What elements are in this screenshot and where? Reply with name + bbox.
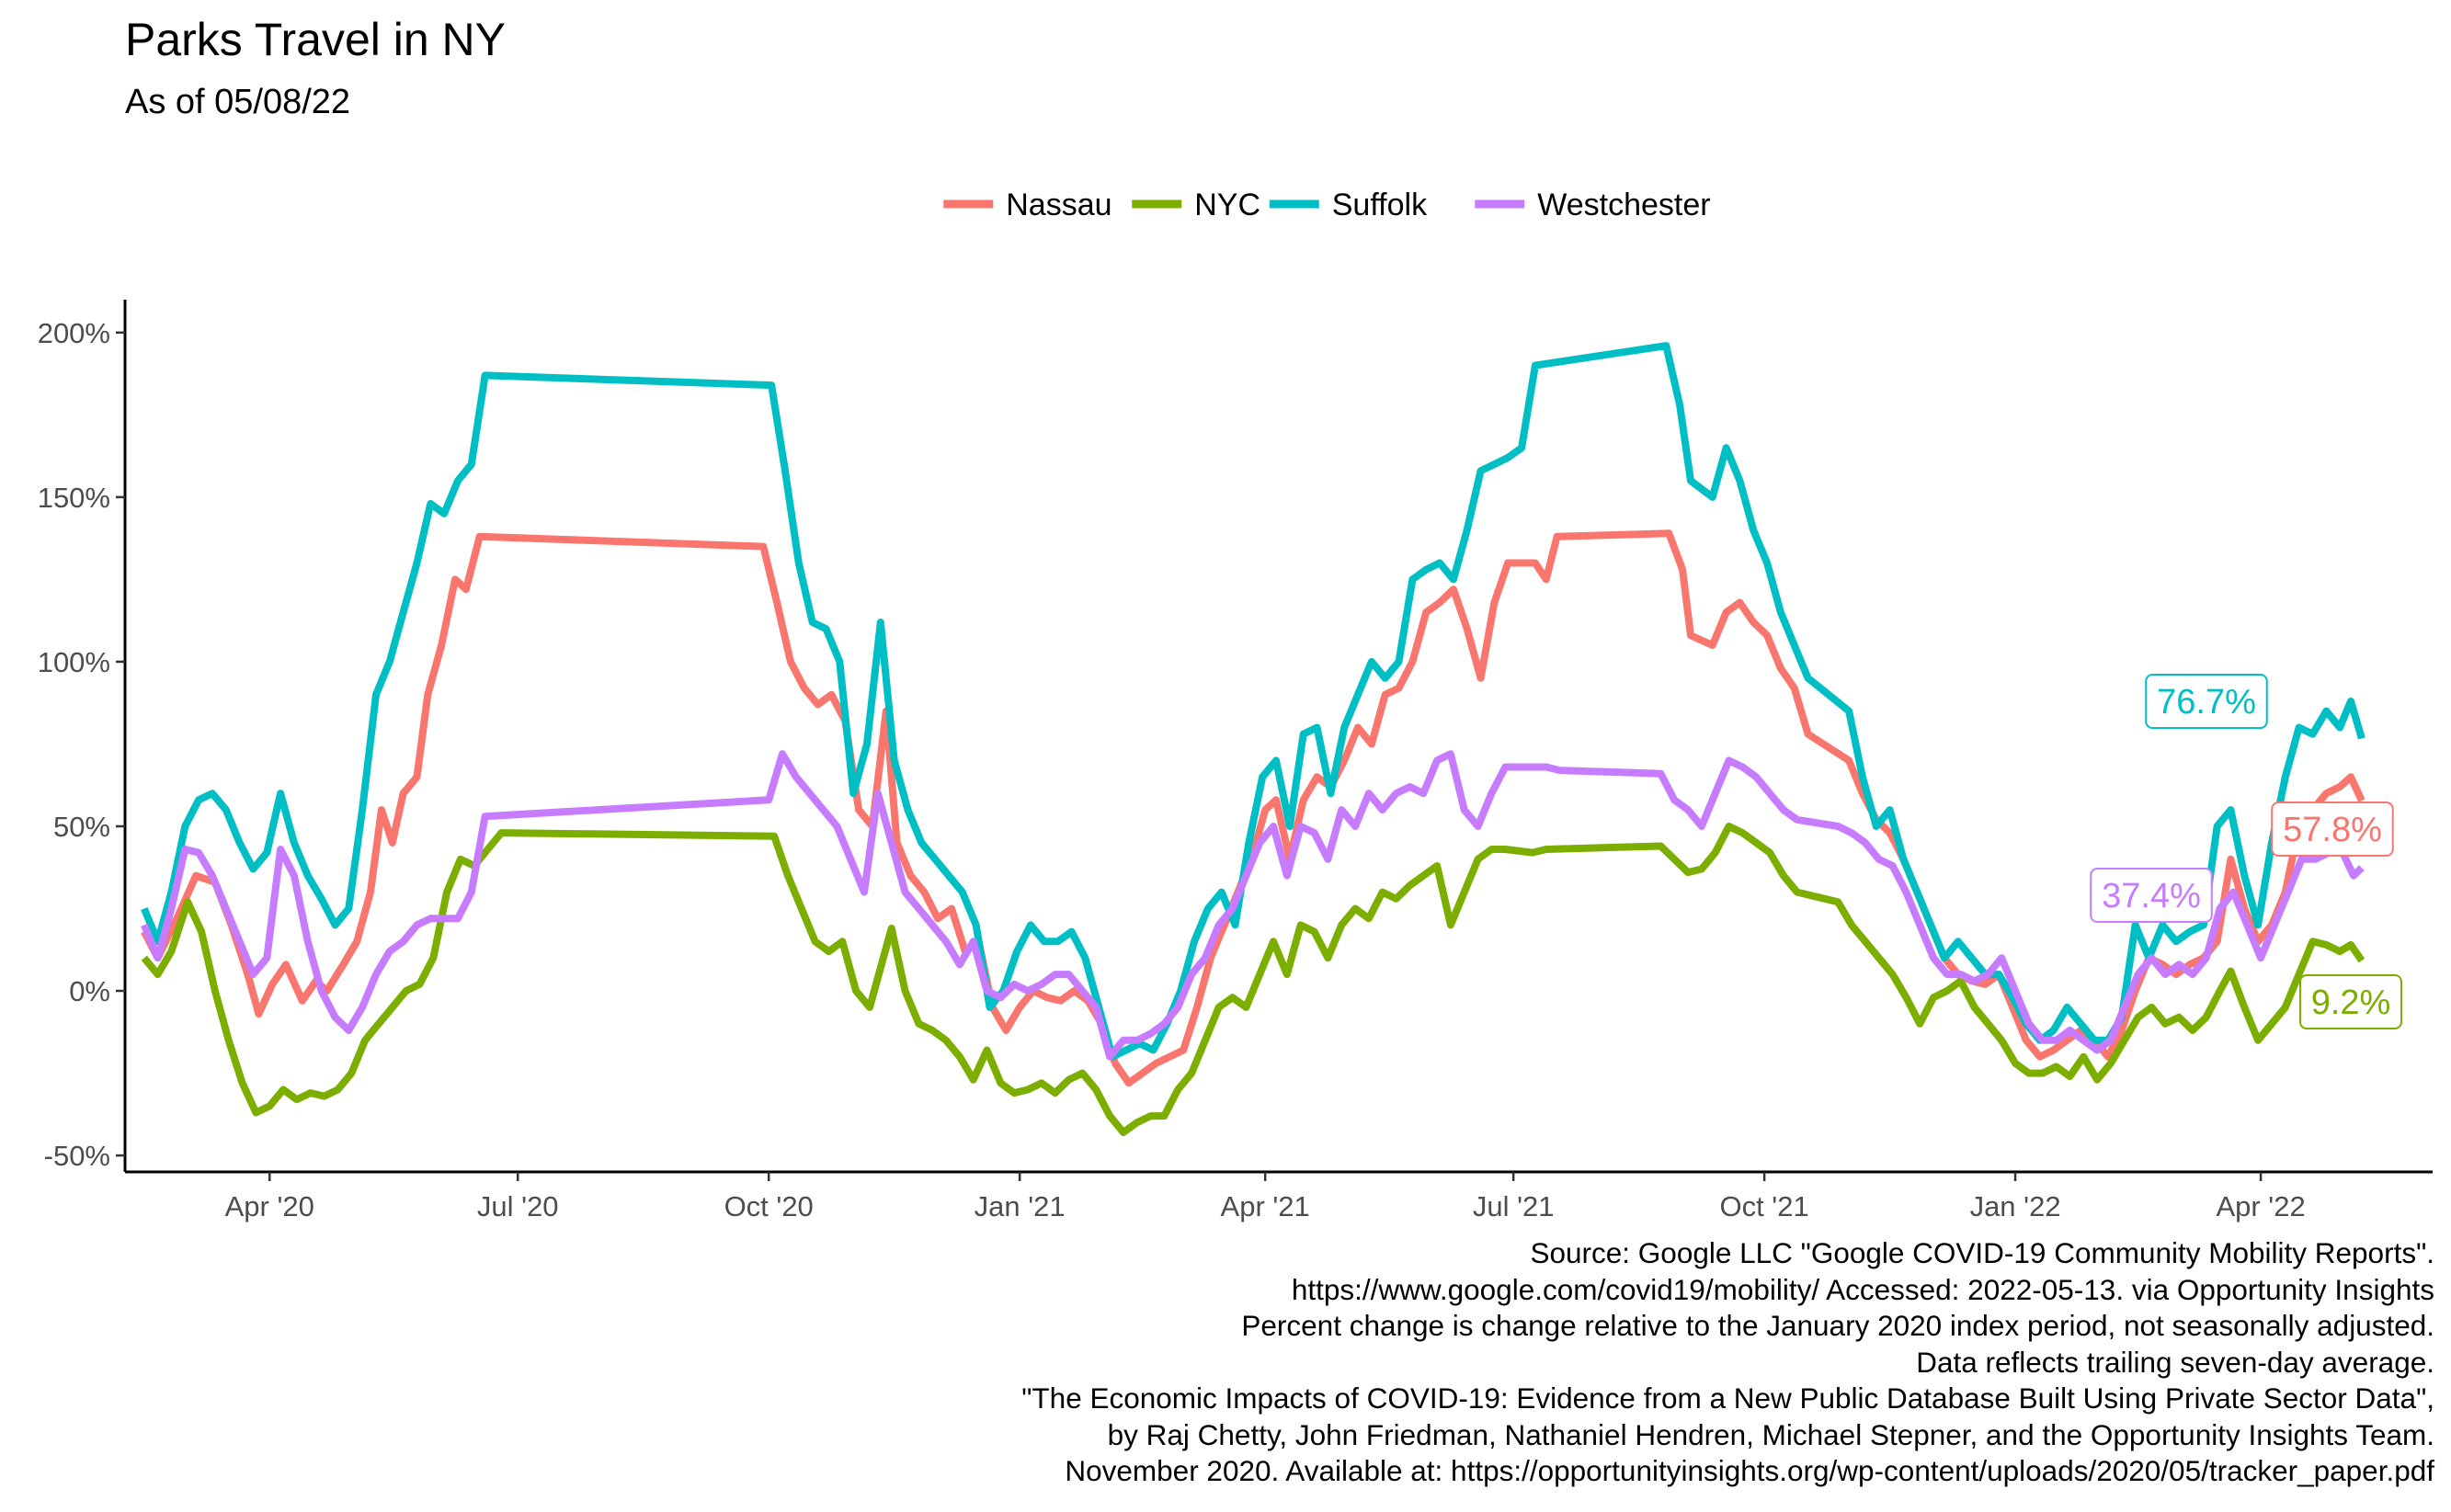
y-tick-label: 200% — [38, 317, 110, 349]
y-tick-label: 50% — [53, 811, 110, 843]
legend-item-nyc: NYC — [1132, 188, 1260, 222]
y-tick-label: 150% — [38, 482, 110, 514]
end-label-westchester: 37.4% — [2090, 868, 2213, 923]
legend-label: NYC — [1194, 188, 1260, 222]
caption-line: Data reflects trailing seven-day average… — [1916, 1345, 2434, 1379]
end-label-text: 57.8% — [2283, 811, 2382, 849]
caption-line: https://www.google.com/covid19/mobility/… — [1291, 1272, 2434, 1306]
end-label-suffolk: 76.7% — [2145, 674, 2268, 729]
legend: Nassau NYC Suffolk Westchester — [943, 188, 1711, 222]
y-axis: -50% 0% 50% 100% 150% 200% — [38, 300, 127, 1172]
legend-label: Suffolk — [1332, 188, 1428, 222]
x-tick-label: Apr '20 — [225, 1190, 314, 1222]
chart-title: Parks Travel in NY — [125, 14, 507, 65]
end-label-text: 9.2% — [2311, 983, 2391, 1022]
end-label-box — [2090, 868, 2213, 923]
caption-line: November 2020. Available at: https://opp… — [1065, 1454, 2434, 1487]
legend-item-westchester: Westchester — [1475, 188, 1711, 222]
caption-line: "The Economic Impacts of COVID-19: Evide… — [1021, 1381, 2434, 1415]
x-tick-label: Jul '21 — [1473, 1190, 1555, 1222]
x-tick-label: Apr '21 — [1221, 1190, 1310, 1222]
x-axis: Apr '20 Jul '20 Oct '20 Jan '21 Apr '21 Jul '… — [125, 1170, 2433, 1222]
end-label-text: 37.4% — [2102, 877, 2201, 915]
end-label-box — [2271, 801, 2394, 857]
x-tick-label: Jan '21 — [975, 1190, 1066, 1222]
x-tick-label: Jul '20 — [477, 1190, 559, 1222]
y-tick-label: 0% — [69, 975, 110, 1007]
y-tick-label: 100% — [38, 646, 110, 678]
end-label-box — [2299, 974, 2402, 1029]
chart-subtitle: As of 05/08/22 — [125, 83, 351, 121]
end-label-nassau: 57.8% — [2271, 801, 2394, 857]
end-label-text: 76.7% — [2157, 683, 2256, 722]
x-tick-label: Oct '21 — [1719, 1190, 1808, 1222]
end-labels: 57.8% 9.2% 76.7% 37.4% — [2090, 674, 2402, 1029]
legend-item-suffolk: Suffolk — [1269, 188, 1428, 222]
y-tick-label: -50% — [44, 1140, 110, 1172]
caption-line: Source: Google LLC "Google COVID-19 Comm… — [1530, 1236, 2434, 1269]
x-tick-label: Jan '22 — [1970, 1190, 2061, 1222]
legend-label: Westchester — [1537, 188, 1710, 222]
x-tick-label: Apr '22 — [2216, 1190, 2305, 1222]
x-tick-label: Oct '20 — [724, 1190, 814, 1222]
series-line-nyc — [141, 823, 2366, 1136]
legend-label: Nassau — [1006, 188, 1112, 222]
series-line-suffolk — [141, 342, 2366, 1061]
end-label-nyc: 9.2% — [2299, 974, 2402, 1029]
caption-line: Percent change is change relative to the… — [1241, 1309, 2434, 1342]
series-line-westchester — [141, 750, 2365, 1061]
legend-item-nassau: Nassau — [943, 188, 1112, 222]
caption-line: by Raj Chetty, John Friedman, Nathaniel … — [1107, 1417, 2434, 1451]
end-label-box — [2145, 674, 2268, 729]
series-lines — [141, 342, 2366, 1136]
source-caption: Source: Google LLC "Google COVID-19 Comm… — [1021, 1235, 2434, 1490]
